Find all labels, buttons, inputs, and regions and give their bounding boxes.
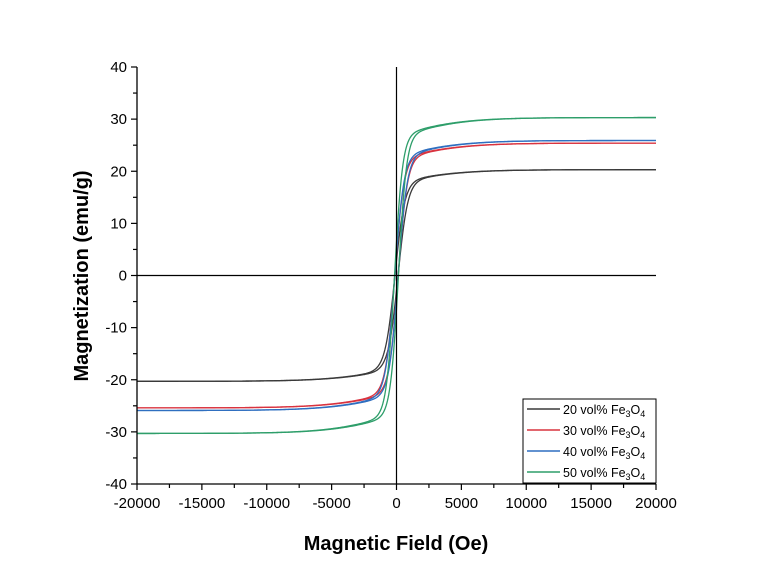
legend-subscript: 4 bbox=[640, 472, 645, 482]
y-tick-label: 30 bbox=[110, 111, 127, 128]
y-tick-label: 10 bbox=[110, 215, 127, 232]
x-tick-label: -10000 bbox=[243, 495, 290, 512]
legend-text: 40 vol% Fe bbox=[563, 445, 626, 459]
legend-subscript: 4 bbox=[640, 409, 645, 419]
legend-label: 50 vol% Fe3O4 bbox=[563, 466, 645, 482]
x-tick-label: 10000 bbox=[505, 495, 547, 512]
x-tick-label: -15000 bbox=[179, 495, 226, 512]
y-tick-label: -30 bbox=[105, 424, 127, 441]
legend-text: O bbox=[631, 445, 641, 459]
y-tick-label: 0 bbox=[119, 268, 127, 285]
y-tick-label: -10 bbox=[105, 320, 127, 337]
x-axis-title: Magnetic Field (Oe) bbox=[304, 533, 488, 555]
legend-subscript: 3 bbox=[626, 430, 631, 440]
legend-label: 40 vol% Fe3O4 bbox=[563, 445, 645, 461]
legend-box bbox=[522, 398, 657, 484]
legend-text: 50 vol% Fe bbox=[563, 466, 626, 480]
legend-subscript: 3 bbox=[626, 409, 631, 419]
legend-subscript: 3 bbox=[626, 451, 631, 461]
x-tick-label: 0 bbox=[392, 495, 400, 512]
y-tick-label: -20 bbox=[105, 372, 127, 389]
legend-subscript: 3 bbox=[626, 472, 631, 482]
legend-text: O bbox=[631, 424, 641, 438]
legend-text: 20 vol% Fe bbox=[563, 403, 626, 417]
axes-layer: -20000 -15000 -10000 -5000 0 5000 10000 15000 20… bbox=[105, 59, 677, 512]
legend-text: 30 vol% Fe bbox=[563, 424, 626, 438]
legend-subscript: 4 bbox=[640, 430, 645, 440]
x-tick-label: 15000 bbox=[570, 495, 612, 512]
y-axis-title: Magnetization (emu/g) bbox=[71, 170, 93, 381]
y-tick-label: -40 bbox=[105, 476, 127, 493]
legend-label: 30 vol% Fe3O4 bbox=[563, 424, 645, 440]
legend-text: O bbox=[631, 403, 641, 417]
x-tick-label: -20000 bbox=[114, 495, 161, 512]
y-tick-label: 40 bbox=[110, 59, 127, 76]
y-tick-label: 20 bbox=[110, 163, 127, 180]
legend-subscript: 4 bbox=[640, 451, 645, 461]
x-tick-label: 5000 bbox=[445, 495, 478, 512]
legend-label: 20 vol% Fe3O4 bbox=[563, 403, 645, 419]
legend-text: O bbox=[631, 466, 641, 480]
x-tick-label: 20000 bbox=[635, 495, 677, 512]
x-tick-label: -5000 bbox=[312, 495, 350, 512]
